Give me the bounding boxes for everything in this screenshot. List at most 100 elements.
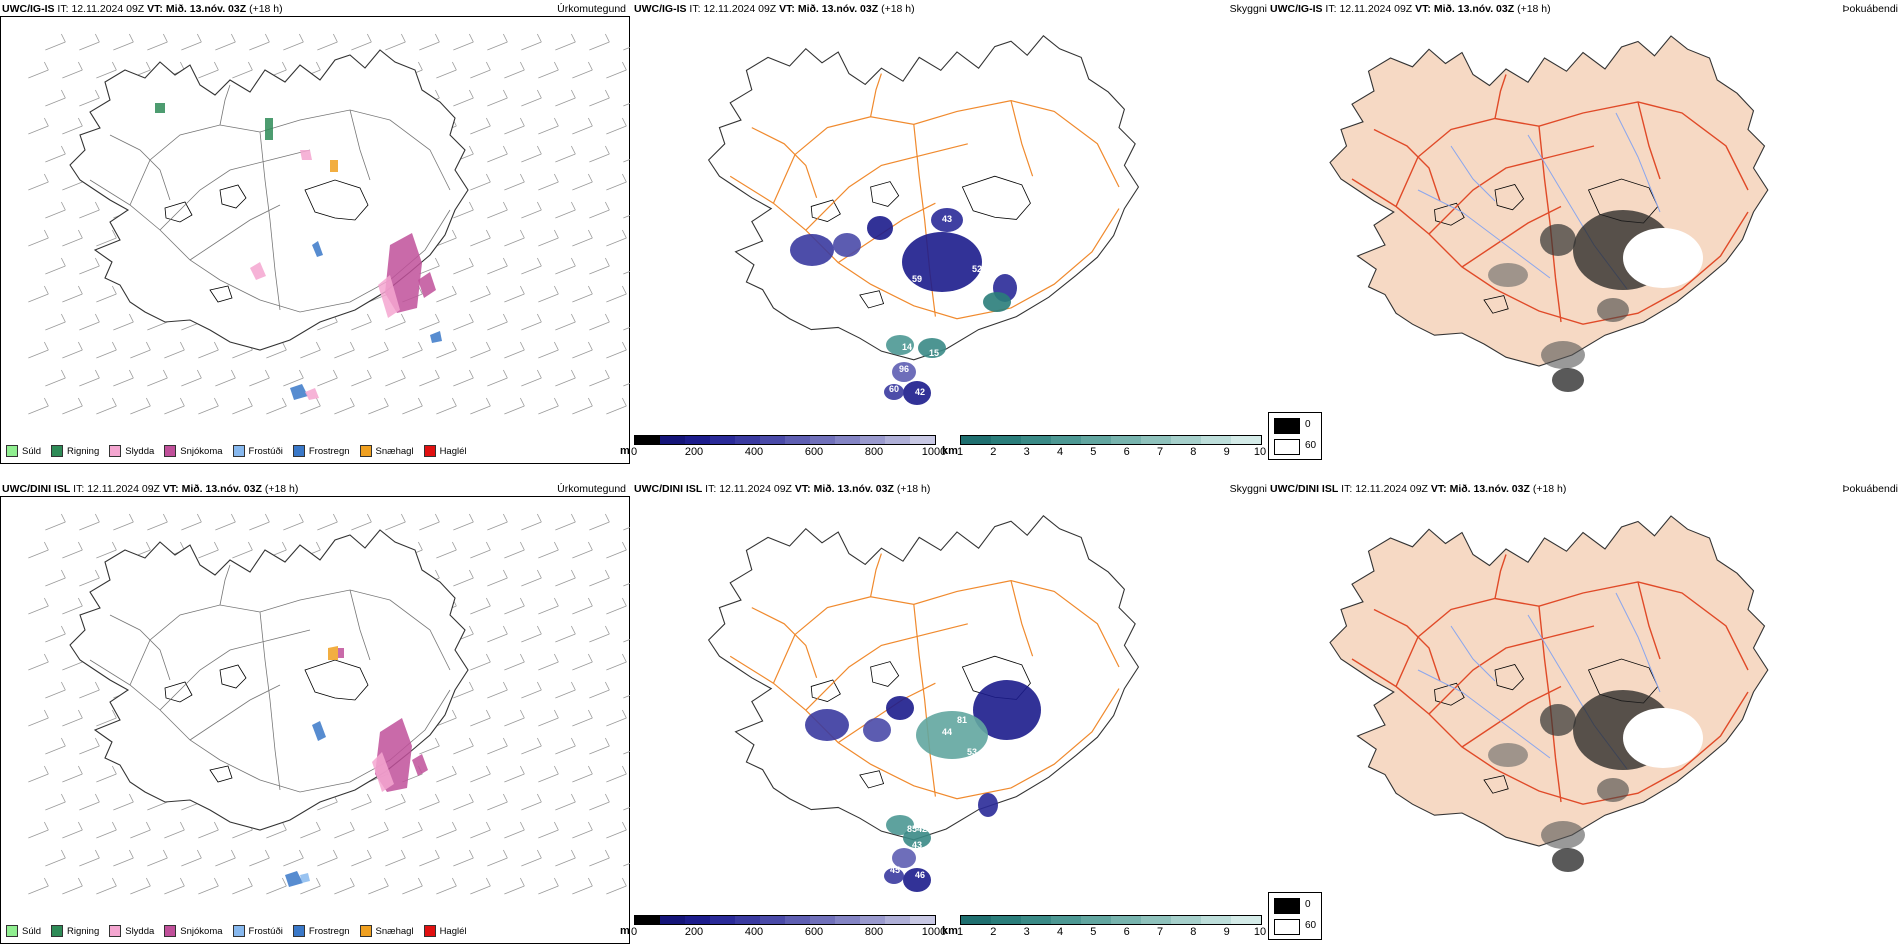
road [751, 607, 818, 678]
wind-barb-flag [366, 33, 372, 43]
precip-legend-label: Rigning [67, 445, 100, 457]
road [1538, 126, 1562, 323]
wind-barb [385, 857, 406, 867]
wind-barb-flag [553, 229, 559, 239]
glacier-outline [1483, 775, 1509, 794]
wind-barb-flag [536, 201, 542, 211]
road [1395, 101, 1749, 207]
wind-barb-flag [230, 33, 236, 43]
wind-barb [436, 405, 457, 415]
precip-area [250, 262, 266, 280]
wind-barb-flag [553, 821, 559, 831]
wind-barb-flag [264, 513, 270, 523]
wind-barb [45, 153, 66, 163]
visibility-labels: 44 53 66 81 92 85 42 43 45 46 3 [890, 715, 1020, 880]
visibility-bar-step [1141, 916, 1171, 924]
wind-barb-flag [213, 877, 219, 887]
elevation-unit: m [620, 925, 630, 937]
fog-legend-swatch-60 [1274, 919, 1300, 935]
wind-barb-flag [60, 201, 66, 211]
road [1373, 608, 1441, 682]
wind-barb-flag [553, 709, 559, 719]
visibility-tick: 8 [1190, 446, 1197, 458]
road [219, 564, 231, 606]
wind-barb-flag [434, 737, 440, 747]
vt-value: Mið. 13.nóv. 03Z [181, 483, 262, 495]
elevation-tick: 0 [630, 926, 638, 938]
visibility-area [892, 362, 916, 382]
vt-value: Mið. 13.nóv. 03Z [797, 3, 879, 15]
precip-legend-swatch [292, 925, 305, 937]
road [805, 623, 968, 711]
visibility-value-label: 14 [902, 342, 912, 352]
wind-barb [283, 521, 304, 531]
wind-barb [555, 321, 576, 331]
wind-barb-flag [604, 625, 610, 635]
visibility-value-label: 92 [902, 745, 912, 755]
wind-barb [28, 293, 49, 303]
road [1461, 685, 1562, 748]
wind-barb [572, 405, 593, 415]
precip-legend-item: Haglél [423, 925, 467, 937]
wind-barb [538, 885, 559, 895]
wind-barb-flag [196, 33, 202, 43]
wind-barb-flag [553, 877, 559, 887]
wind-barb [351, 857, 372, 867]
road [772, 579, 1120, 684]
visibility-tick: 6 [1123, 926, 1130, 938]
wind-barb [504, 717, 525, 727]
visibility-tick: 8 [1190, 926, 1197, 938]
wind-barb-flag [94, 681, 100, 691]
wind-barb [368, 885, 389, 895]
wind-barb [436, 293, 457, 303]
lead-time: (+18 h) [881, 3, 915, 15]
wind-barb-flag [621, 709, 627, 719]
wind-barb [334, 885, 355, 895]
vt-label: VT: [794, 483, 811, 495]
wind-barb [266, 349, 287, 359]
wind-barb-flag [434, 849, 440, 859]
wind-barb [538, 237, 559, 247]
glacier-outline [219, 184, 247, 209]
wind-barb [385, 321, 406, 331]
wind-barb-flag [60, 569, 66, 579]
visibility-tick: 7 [1156, 446, 1164, 458]
wind-barb-flag [77, 709, 83, 719]
wind-barb-flag [298, 513, 304, 523]
visibility-area [863, 718, 891, 742]
wind-barb [113, 41, 134, 51]
wind-barb-flag [111, 765, 117, 775]
wind-barb-flag [43, 821, 49, 831]
visibility-value-label: 53 [967, 747, 977, 757]
elevation-bar-step [885, 916, 910, 924]
wind-barb-flag [570, 313, 576, 323]
wind-barb [164, 829, 185, 839]
wind-barb [198, 69, 219, 79]
road [189, 684, 281, 741]
wind-barb-flag [536, 681, 542, 691]
wind-barb-flag [519, 765, 525, 775]
wind-barb [623, 158, 630, 163]
wind-barb-flag [400, 793, 406, 803]
wind-barb-flag [587, 653, 593, 663]
precip-legend-swatch [51, 445, 64, 457]
wind-barb [249, 521, 270, 531]
wind-barb [181, 377, 202, 387]
wind-barb-flag [604, 793, 610, 803]
wind-barb-flag [587, 397, 593, 407]
wind-barb-flag [162, 33, 168, 43]
elevation-bar-step [710, 916, 735, 924]
visibility-area [973, 680, 1041, 740]
wind-barb-flag [502, 33, 508, 43]
visibility-bar-step [961, 436, 991, 444]
wind-barb [504, 181, 525, 191]
road [870, 553, 882, 597]
road [1428, 145, 1595, 235]
wind-barb [436, 69, 457, 79]
wind-barb-flag [587, 821, 593, 831]
wind-barb [266, 885, 287, 895]
wind-barb-flag [77, 61, 83, 71]
precip-area [300, 150, 312, 160]
wind-barb-flag [587, 117, 593, 127]
wind-barb-flag [281, 341, 287, 351]
